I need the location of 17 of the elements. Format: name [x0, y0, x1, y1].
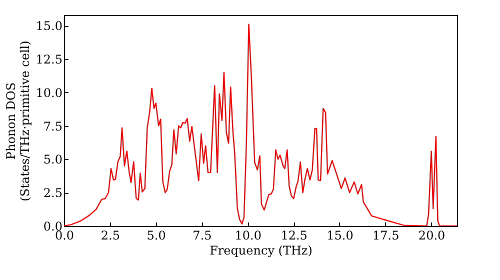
x-tick-label: 5.0: [146, 228, 166, 242]
x-tick-label: 7.5: [192, 228, 212, 242]
x-axis-title: Frequency (THz): [210, 244, 312, 258]
y-tick-label: 2.5: [43, 186, 62, 200]
line-series: [64, 24, 457, 226]
y-tick-label: 5.0: [43, 152, 62, 167]
y-tick-label: 7.5: [43, 119, 62, 134]
y-tick-label: 10.0: [36, 86, 62, 100]
x-tick-label: 15.0: [326, 228, 354, 242]
x-tick-label: 12.5: [280, 228, 308, 242]
x-tick-label: 2.5: [100, 228, 120, 242]
x-tick-label: 20.0: [418, 228, 446, 242]
y-tick-label: 15.0: [36, 19, 62, 34]
x-tick-label: 17.5: [372, 228, 400, 242]
x-tick-label: 10.0: [234, 228, 262, 242]
y-tick-label: 12.5: [36, 52, 62, 67]
y-axis-title: Phonon DOS (States/THz·primitive cell): [4, 40, 32, 202]
